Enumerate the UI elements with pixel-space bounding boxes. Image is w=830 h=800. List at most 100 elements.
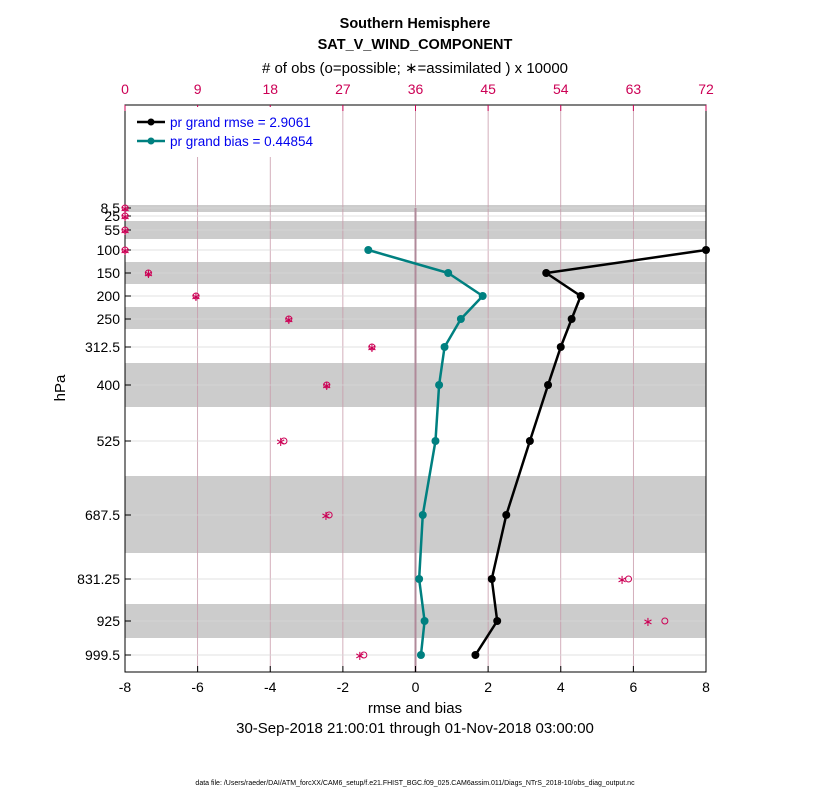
obs-possible-marker	[285, 315, 293, 323]
legend-label-rmse: pr grand rmse = 2.9061	[170, 115, 311, 130]
obs-assimilated-marker: ∗	[354, 649, 365, 664]
y-tick-label: 55	[104, 222, 120, 238]
top-tick-label: 72	[698, 81, 714, 97]
y-tick-label: 200	[97, 288, 121, 304]
obs-possible-marker	[360, 651, 368, 659]
obs-possible-marker	[144, 269, 152, 277]
obs-assimilated-marker: ∗	[275, 435, 286, 450]
obs-assimilated-marker: ∗	[321, 379, 332, 394]
y-tick-label: 250	[97, 311, 121, 327]
legend-label-bias: pr grand bias = 0.44854	[170, 134, 313, 149]
x-tick-label: -8	[119, 679, 132, 695]
date-range-label: 30-Sep-2018 21:00:01 through 01-Nov-2018…	[236, 720, 594, 737]
chart-subtitle: SAT_V_WIND_COMPONENT	[318, 37, 513, 53]
series-point-rmse	[542, 269, 551, 277]
series-point-bias	[478, 292, 487, 300]
y-tick-label: 831.25	[77, 571, 120, 587]
top-tick-label: 27	[335, 81, 351, 97]
x-axis-label: rmse and bias	[368, 700, 462, 717]
obs-assimilated-marker: ∗	[120, 244, 131, 259]
series-point-bias	[440, 343, 449, 351]
obs-count-markers: ∗∗∗∗∗∗∗∗∗∗∗∗∗∗	[120, 202, 669, 664]
y-tick-label: 525	[97, 433, 121, 449]
top-tick-label: 36	[408, 81, 424, 97]
obs-possible-marker	[121, 226, 129, 234]
bottom-axis-ticks: -8 -6 -4 -2 0 2 4 6 8	[119, 666, 710, 695]
legend-marker-rmse	[147, 118, 155, 126]
series-point-bias	[364, 246, 373, 254]
obs-possible-marker	[661, 617, 669, 625]
y-tick-label: 312.5	[85, 339, 120, 355]
obs-assimilated-marker: ∗	[366, 341, 377, 356]
top-tick-label: 45	[480, 81, 496, 97]
obs-assimilated-marker: ∗	[120, 202, 131, 217]
series-point-bias	[418, 511, 427, 519]
series-point-rmse	[487, 575, 496, 583]
obs-possible-marker	[121, 212, 129, 220]
obs-assimilated-marker: ∗	[143, 267, 154, 282]
obs-assimilated-marker: ∗	[320, 509, 331, 524]
y-tick-label: 400	[97, 377, 121, 393]
obs-possible-marker	[323, 381, 331, 389]
x-tick-label: 6	[629, 679, 637, 695]
y-tick-label: 925	[97, 613, 121, 629]
x-tick-label: 0	[412, 679, 420, 695]
legend: pr grand rmse = 2.9061 pr grand bias = 0…	[127, 107, 342, 157]
series-point-bias	[416, 651, 425, 659]
legend-entry-bias: pr grand bias = 0.44854	[137, 134, 313, 149]
series-point-rmse	[567, 315, 576, 323]
x-tick-label: -6	[191, 679, 204, 695]
obs-assimilated-marker: ∗	[642, 615, 653, 630]
obs-possible-marker	[192, 292, 200, 300]
series-point-rmse	[556, 343, 565, 351]
series-lines	[364, 246, 710, 659]
y-tick-label: 8.5	[101, 200, 121, 216]
series-point-bias	[420, 617, 429, 625]
y-tick-label: 150	[97, 265, 121, 281]
y-tick-label: 25	[104, 208, 120, 224]
y-tick-label: 999.5	[85, 647, 120, 663]
series-point-rmse	[544, 381, 553, 389]
obs-possible-marker	[280, 437, 288, 445]
top-tick-label: 9	[194, 81, 202, 97]
obs-assimilated-marker: ∗	[120, 224, 131, 239]
x-tick-label: -2	[337, 679, 350, 695]
obs-assimilated-marker: ∗	[191, 290, 202, 305]
series-point-bias	[431, 437, 440, 445]
obs-assimilated-marker: ∗	[617, 573, 628, 588]
data-file-footer: data file: /Users/raeder/DAI/ATM_forcXX/…	[195, 780, 635, 787]
x-tick-label: 4	[557, 679, 565, 695]
y-tick-label: 100	[97, 242, 121, 258]
obs-assimilated-marker: ∗	[283, 313, 294, 328]
series-point-bias	[444, 269, 453, 277]
series-point-bias	[456, 315, 465, 323]
series-point-rmse	[502, 511, 511, 519]
series-point-rmse	[576, 292, 585, 300]
legend-marker-bias	[147, 137, 155, 145]
x-tick-label: 8	[702, 679, 710, 695]
y-tick-label: 687.5	[85, 507, 120, 523]
series-point-bias	[415, 575, 424, 583]
obs-assimilated-marker: ∗	[120, 210, 131, 225]
y-axis-label: hPa	[52, 374, 69, 401]
top-tick-label: 18	[262, 81, 278, 97]
top-axis-label: # of obs (o=possible; ∗=assimilated ) x …	[262, 60, 568, 77]
series-point-rmse	[525, 437, 534, 445]
obs-possible-marker	[121, 246, 129, 254]
legend-box	[127, 107, 342, 157]
series-point-bias	[435, 381, 444, 389]
series-point-rmse	[471, 651, 480, 659]
top-tick-label: 63	[626, 81, 642, 97]
top-tick-label: 0	[121, 81, 129, 97]
obs-possible-marker	[625, 575, 633, 583]
legend-entry-rmse: pr grand rmse = 2.9061	[137, 115, 311, 130]
chart-title: Southern Hemisphere	[340, 16, 491, 32]
top-tick-label: 54	[553, 81, 569, 97]
obs-possible-marker	[325, 511, 333, 519]
obs-possible-marker	[368, 343, 376, 351]
series-point-rmse	[493, 617, 502, 625]
x-tick-label: -4	[264, 679, 277, 695]
x-tick-label: 2	[484, 679, 492, 695]
